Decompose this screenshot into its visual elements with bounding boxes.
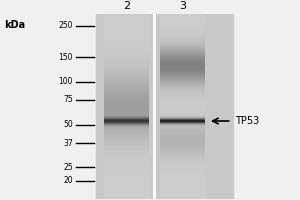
Text: 150: 150 [58, 53, 73, 62]
Text: 75: 75 [63, 95, 73, 104]
Text: 25: 25 [63, 163, 73, 172]
Text: 250: 250 [58, 21, 73, 30]
Text: 37: 37 [63, 139, 73, 148]
Text: 100: 100 [58, 77, 73, 86]
Text: kDa: kDa [4, 20, 26, 30]
Text: 20: 20 [63, 176, 73, 185]
Text: 2: 2 [123, 1, 130, 11]
Text: 3: 3 [179, 1, 186, 11]
Text: TP53: TP53 [235, 116, 259, 126]
Bar [97, 14, 233, 199]
Text: 50: 50 [63, 120, 73, 129]
